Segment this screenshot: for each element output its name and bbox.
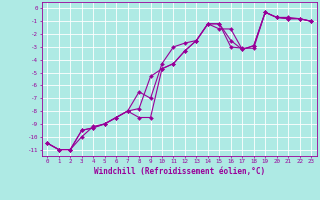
X-axis label: Windchill (Refroidissement éolien,°C): Windchill (Refroidissement éolien,°C) — [94, 167, 265, 176]
